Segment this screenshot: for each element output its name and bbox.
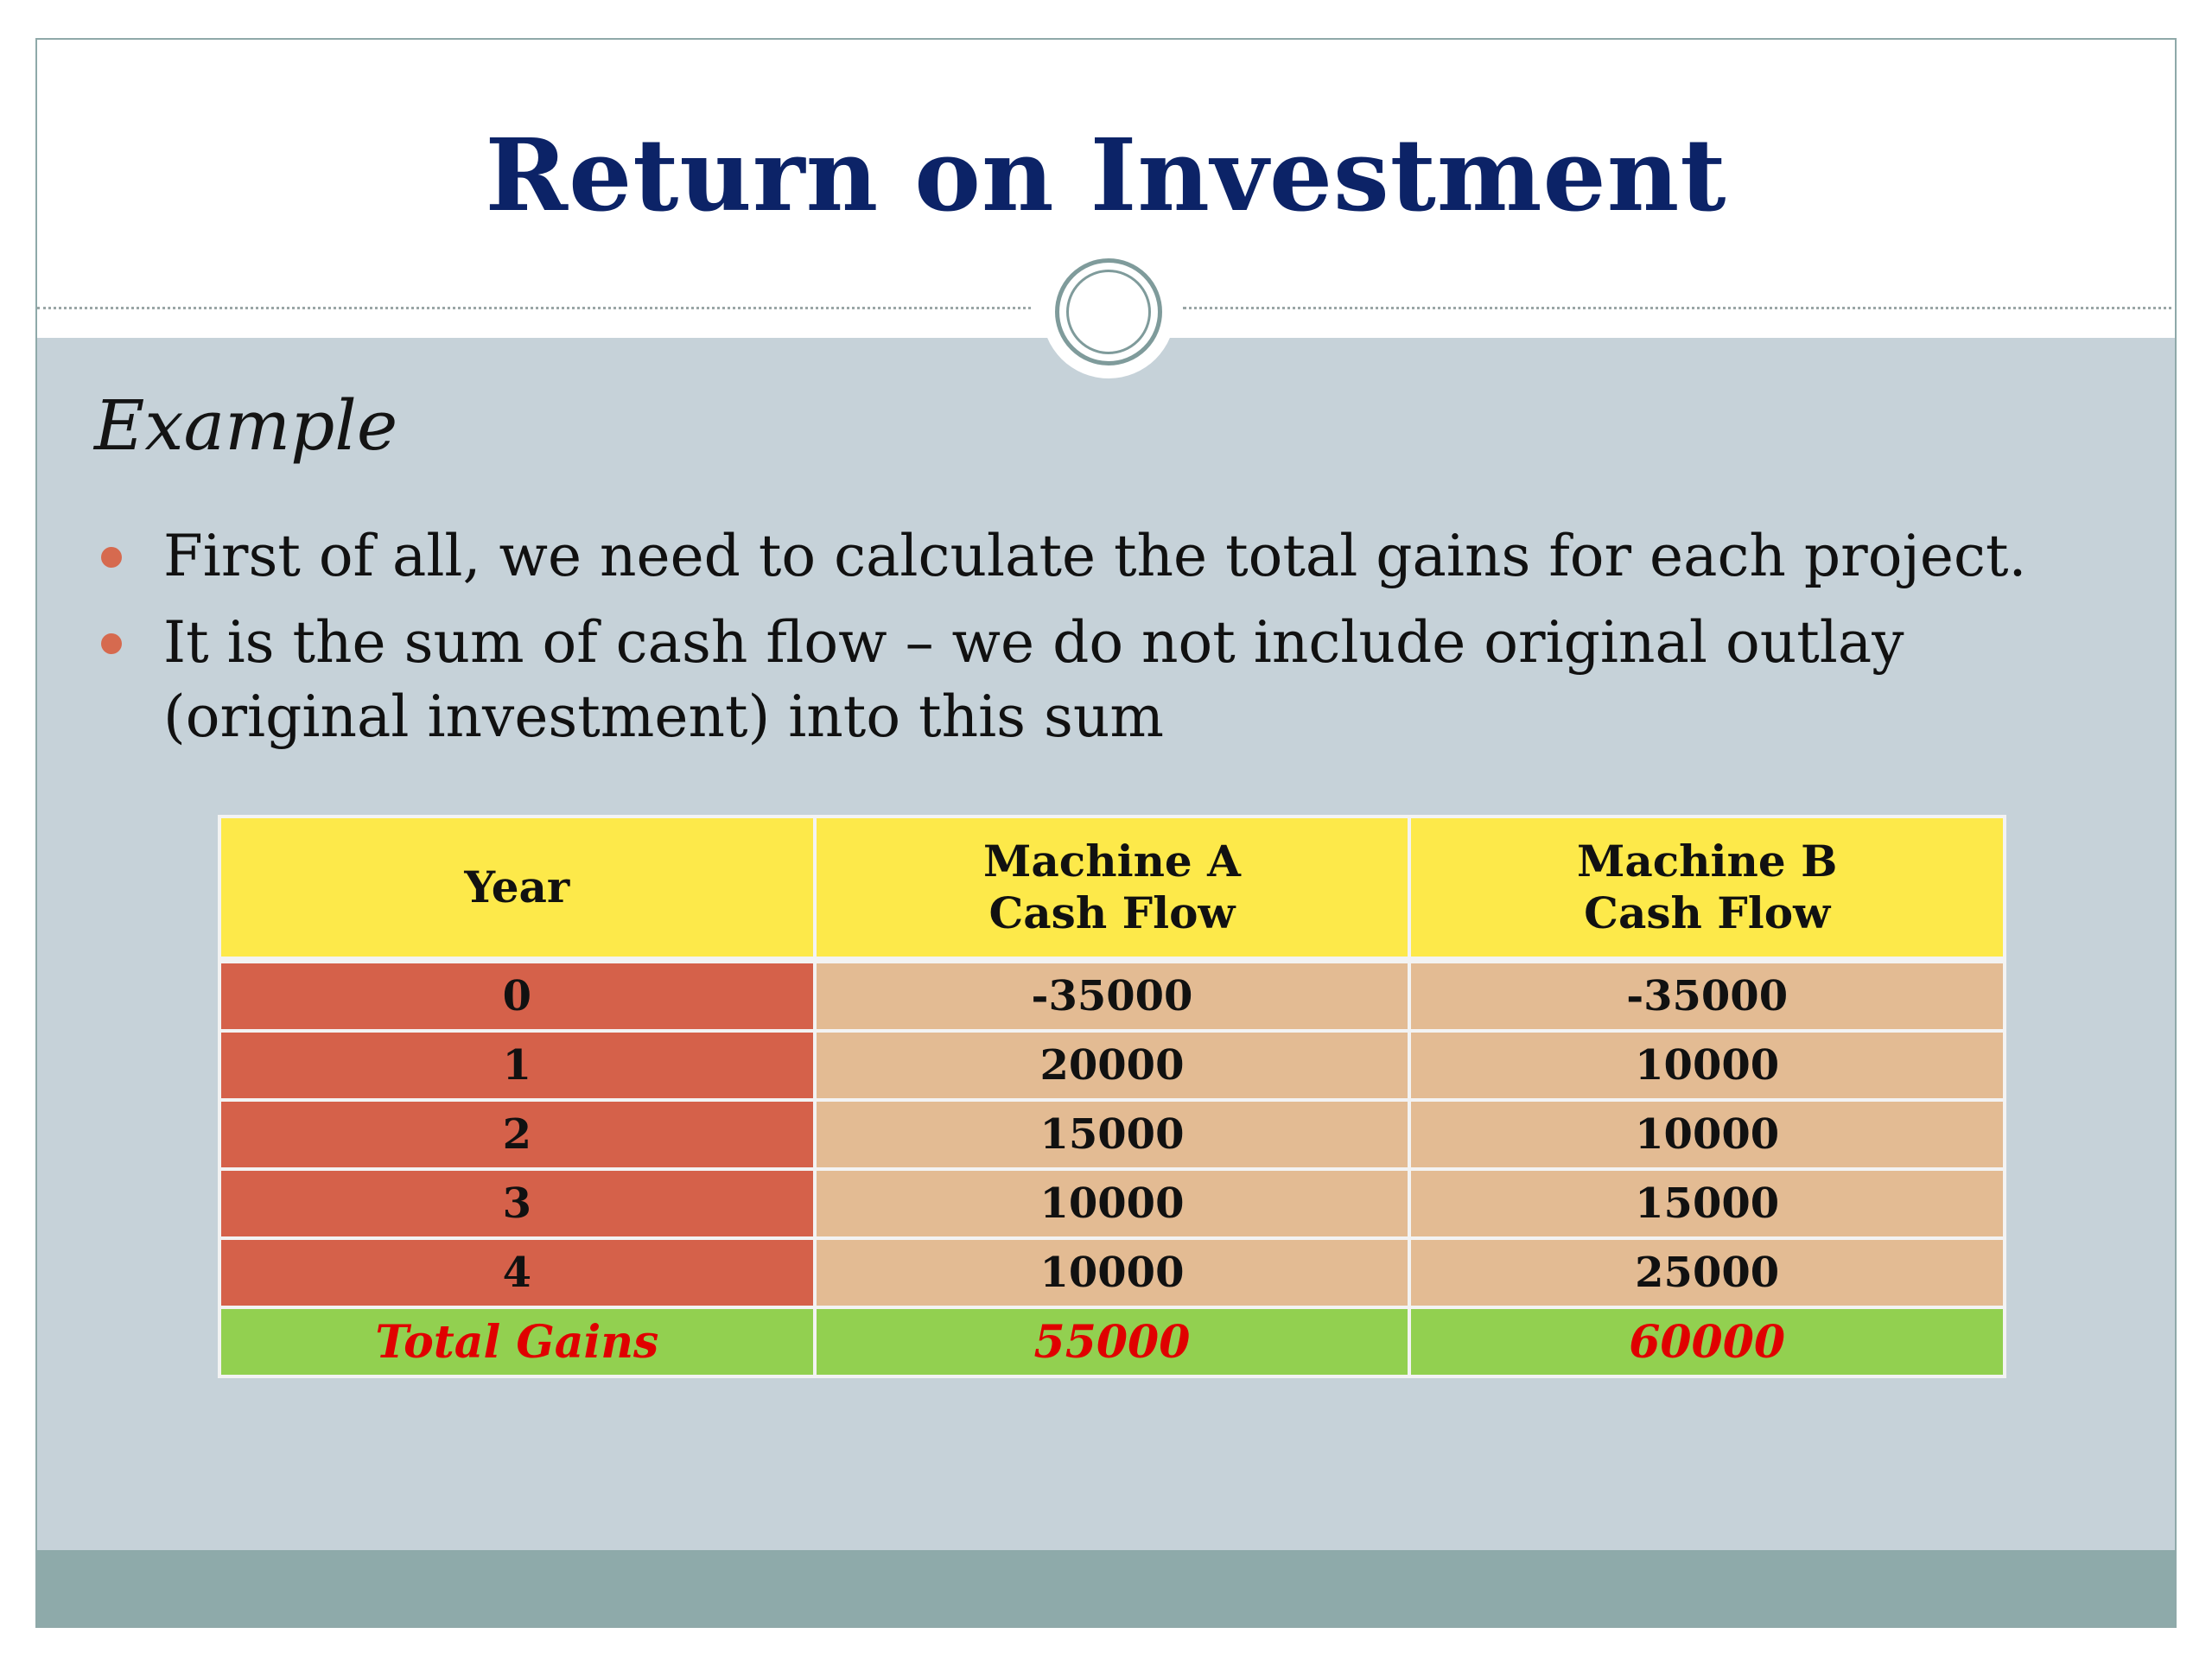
example-subheading: Example	[94, 385, 398, 466]
machine-a-cell: 10000	[812, 1167, 1412, 1240]
machine-a-cell: 10000	[812, 1236, 1412, 1309]
machine-a-cell: -35000	[812, 958, 1412, 1033]
bullet-item: First of all, we need to calculate the t…	[94, 519, 2116, 594]
bullet-text: First of all, we need to calculate the t…	[163, 523, 2027, 589]
total-gains-label: Total Gains	[218, 1306, 817, 1378]
machine-b-cell: 10000	[1408, 1098, 2006, 1171]
header-machine-a: Machine A Cash Flow	[812, 815, 1412, 963]
table-row: 3 10000 15000	[218, 1167, 2006, 1240]
year-cell: 0	[218, 958, 817, 1033]
year-cell: 4	[218, 1236, 817, 1309]
header-machine-b: Machine B Cash Flow	[1408, 815, 2006, 963]
header-machine-a-line1: Machine A	[983, 836, 1241, 887]
ornament-inner-ring	[1066, 270, 1151, 354]
table-row: 1 20000 10000	[218, 1029, 2006, 1102]
header-machine-b-line1: Machine B	[1576, 836, 1838, 887]
total-machine-b: 60000	[1408, 1306, 2006, 1378]
cash-flow-table: Year Machine A Cash Flow Machine B Cash …	[218, 815, 2006, 1378]
bullet-list: First of all, we need to calculate the t…	[94, 519, 2116, 766]
table-row: 4 10000 25000	[218, 1236, 2006, 1309]
machine-a-cell: 20000	[812, 1029, 1412, 1102]
year-cell: 1	[218, 1029, 817, 1102]
cash-flow-table-container: Year Machine A Cash Flow Machine B Cash …	[218, 815, 2006, 1378]
ornament-outer-ring	[1055, 258, 1162, 365]
bullet-item: It is the sum of cash flow – we do not i…	[94, 606, 2116, 754]
machine-b-cell: -35000	[1408, 958, 2006, 1033]
slide-title: Return on Investment	[485, 118, 1727, 234]
header-machine-a-line2: Cash Flow	[988, 887, 1236, 938]
machine-a-cell: 15000	[812, 1098, 1412, 1171]
year-cell: 3	[218, 1167, 817, 1240]
title-divider-right	[1183, 307, 2175, 309]
total-machine-a: 55000	[812, 1306, 1412, 1378]
total-gains-row: Total Gains 55000 60000	[218, 1306, 2006, 1378]
header-year-label: Year	[464, 861, 570, 912]
header-machine-b-line2: Cash Flow	[1584, 887, 1831, 938]
title-divider-left	[37, 307, 1031, 309]
machine-b-cell: 15000	[1408, 1167, 2006, 1240]
header-year: Year	[218, 815, 817, 963]
year-cell: 2	[218, 1098, 817, 1171]
bullet-dot-icon	[101, 547, 122, 568]
circle-ornament-icon	[1042, 245, 1175, 378]
table-row: 2 15000 10000	[218, 1098, 2006, 1171]
bullet-dot-icon	[101, 633, 122, 654]
table-row: 0 -35000 -35000	[218, 958, 2006, 1033]
bullet-text: It is the sum of cash flow – we do not i…	[163, 609, 1904, 750]
machine-b-cell: 25000	[1408, 1236, 2006, 1309]
machine-b-cell: 10000	[1408, 1029, 2006, 1102]
slide: Return on Investment Example First of al…	[35, 38, 2177, 1628]
table-header-row: Year Machine A Cash Flow Machine B Cash …	[218, 815, 2006, 963]
footer-band	[37, 1550, 2175, 1626]
